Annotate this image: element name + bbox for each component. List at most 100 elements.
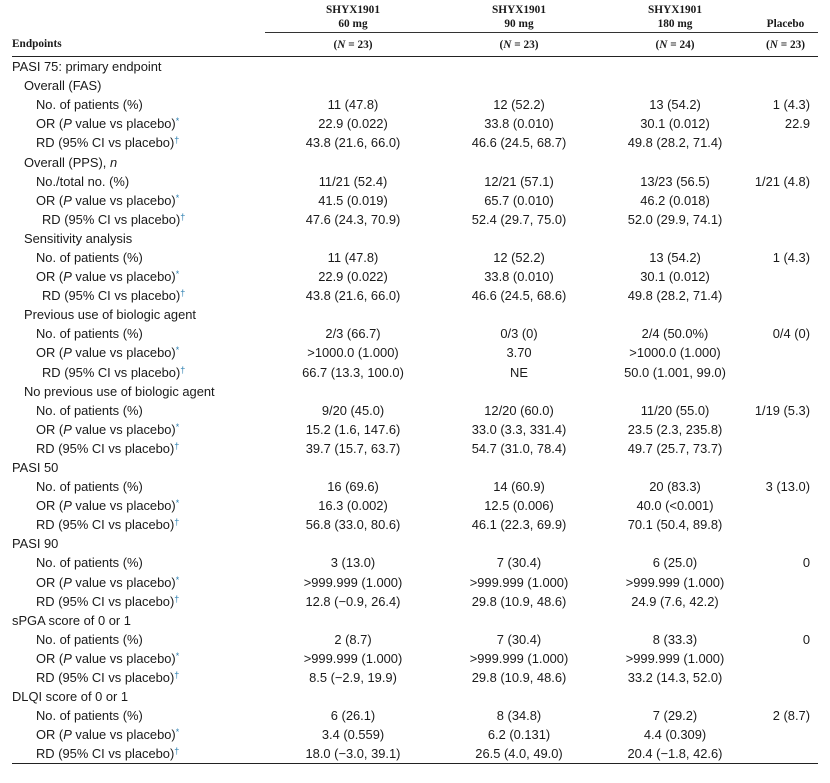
open-paren: ( xyxy=(765,38,770,51)
section-header-row: DLQI score of 0 or 1 xyxy=(12,687,818,706)
table-row: RD (95% CI vs placebo)† 47.6 (24.3, 70.9)… xyxy=(12,210,818,229)
row-label-text: RD (95% CI vs placebo) xyxy=(36,440,175,456)
row-label-text: RD (95% CI vs placebo) xyxy=(42,364,181,380)
table-row: No. of patients (%) 3 (13.0) 7 (30.4) 6 (25… xyxy=(12,553,818,572)
table-cell: 66.7 (13.3, 100.0) xyxy=(302,364,404,380)
row-label: OR (P value vs placebo)* xyxy=(12,420,265,439)
row-label: OR (P value vs placebo)* xyxy=(12,496,265,515)
row-label: OR (P value vs placebo)* xyxy=(12,191,265,210)
row-label: No previous use of biologic agent xyxy=(24,383,215,399)
row-label-text: OR (P value vs placebo) xyxy=(36,116,176,132)
table-cell xyxy=(597,687,753,706)
column-group-name: Placebo xyxy=(766,18,805,30)
table-cell xyxy=(753,420,818,439)
row-label-text: OR (P value vs placebo) xyxy=(36,345,176,361)
row-label: OR (P value vs placebo)* xyxy=(12,267,265,286)
table-cell xyxy=(597,382,753,401)
row-label-text: RD (95% CI vs placebo) xyxy=(36,593,175,609)
table-cell xyxy=(441,687,597,706)
row-label-text: OR (P value vs placebo) xyxy=(36,650,176,666)
table-cell xyxy=(597,534,753,553)
table-row: No./total no. (%) 11/21 (52.4) 12/21 (57.1… xyxy=(12,172,818,191)
column-group-60mg: SHYX1901 60 mg xyxy=(265,0,441,33)
row-label: Sensitivity analysis xyxy=(24,230,133,246)
row-label-text: RD (95% CI vs placebo) xyxy=(36,670,175,686)
table-cell: 0/4 (0) xyxy=(772,326,810,342)
row-label-text: RD (95% CI vs placebo) xyxy=(36,517,175,533)
table-cell: >1000.0 (1.000) xyxy=(629,345,721,361)
table-row: No. of patients (%) 2/3 (66.7) 0/3 (0) 2/4 … xyxy=(12,324,818,343)
table-cell: 1/19 (5.3) xyxy=(754,402,810,418)
row-label: OR (P value vs placebo)* xyxy=(12,573,265,592)
column-group-dose: 90 mg xyxy=(504,18,534,30)
table-cell: 12/20 (60.0) xyxy=(484,402,554,418)
n-count-placebo: (N = 23) xyxy=(753,33,818,57)
table-cell xyxy=(265,382,441,401)
table-row: No. of patients (%) 16 (69.6) 14 (60.9) 20 … xyxy=(12,477,818,496)
table-row: OR (P value vs placebo)* >999.999 (1.000)… xyxy=(12,573,818,592)
table-row: OR (P value vs placebo)* 22.9 (0.022) 33.8… xyxy=(12,114,818,133)
row-label: No./total no. (%) xyxy=(36,173,130,189)
asterisk-footnote-mark: * xyxy=(175,345,180,356)
table-cell xyxy=(265,152,441,171)
section-header-row: sPGA score of 0 or 1 xyxy=(12,611,818,630)
row-label-text: OR (P value vs placebo) xyxy=(36,192,176,208)
table-cell xyxy=(753,458,818,477)
table-cell xyxy=(753,744,818,764)
table-cell: 12 (52.2) xyxy=(493,249,545,265)
row-label: RD (95% CI vs placebo)† xyxy=(12,668,265,687)
asterisk-footnote-mark: * xyxy=(175,574,180,585)
table-cell: 11 (47.8) xyxy=(327,249,379,265)
table-cell: 46.6 (24.5, 68.6) xyxy=(471,288,567,304)
n-label: N xyxy=(769,38,778,51)
row-label-text: RD (95% CI vs placebo) xyxy=(42,288,181,304)
table-cell xyxy=(753,439,818,458)
section-header-row: PASI 75: primary endpoint xyxy=(12,57,818,77)
table-cell: >999.999 (1.000) xyxy=(469,650,569,666)
row-label: OR (P value vs placebo)* xyxy=(12,725,265,744)
table-cell: 7 (30.4) xyxy=(496,631,542,647)
table-cell: 15.2 (1.6, 147.6) xyxy=(305,421,401,437)
table-cell: 16.3 (0.002) xyxy=(318,498,388,514)
table-cell: 52.4 (29.7, 75.0) xyxy=(471,211,567,227)
table-cell xyxy=(265,458,441,477)
dagger-footnote-mark: † xyxy=(180,364,186,375)
table-cell: 46.1 (22.3, 69.9) xyxy=(471,517,567,533)
row-label: PASI 75: primary endpoint xyxy=(12,59,162,75)
section-header-row: PASI 50 xyxy=(12,458,818,477)
table-cell: >999.999 (1.000) xyxy=(625,574,725,590)
row-label: No. of patients (%) xyxy=(36,326,143,342)
subsection-header-row: Overall (FAS) xyxy=(12,76,818,95)
table-cell xyxy=(441,458,597,477)
row-label: No. of patients (%) xyxy=(36,479,143,495)
row-label: RD (95% CI vs placebo)† xyxy=(12,363,265,382)
row-label: DLQI score of 0 or 1 xyxy=(12,689,129,705)
table-cell: 18.0 (−3.0, 39.1) xyxy=(305,746,401,762)
table-cell xyxy=(597,57,753,77)
table-cell xyxy=(753,573,818,592)
row-label: OR (P value vs placebo)* xyxy=(12,649,265,668)
table-header: SHYX1901 60 mg SHYX1901 90 mg SHYX1901 1… xyxy=(12,0,818,57)
dagger-footnote-mark: † xyxy=(174,746,180,757)
asterisk-footnote-mark: * xyxy=(175,269,180,280)
open-paren: ( xyxy=(499,38,504,51)
table-cell: 54.7 (31.0, 78.4) xyxy=(471,440,567,456)
table-cell xyxy=(597,76,753,95)
table-cell xyxy=(753,267,818,286)
column-group-dose: 180 mg xyxy=(657,18,693,30)
table-cell: >1000.0 (1.000) xyxy=(307,345,399,361)
row-label: Previous use of biologic agent xyxy=(24,307,196,323)
asterisk-footnote-mark: * xyxy=(175,116,180,127)
table-cell: 13 (54.2) xyxy=(649,249,701,265)
table-cell: 1/21 (4.8) xyxy=(754,173,810,189)
table-cell: 11/20 (55.0) xyxy=(640,402,710,418)
n-value: = 23) xyxy=(514,38,539,51)
table-cell: 13 (54.2) xyxy=(649,97,701,113)
asterisk-footnote-mark: * xyxy=(175,650,180,661)
table-cell: 3.4 (0.559) xyxy=(321,727,385,743)
row-label: OR (P value vs placebo)* xyxy=(12,343,265,362)
asterisk-footnote-mark: * xyxy=(175,192,180,203)
row-label: No. of patients (%) xyxy=(36,402,143,418)
table-row: OR (P value vs placebo)* >999.999 (1.000)… xyxy=(12,649,818,668)
table-cell: 26.5 (4.0, 49.0) xyxy=(475,746,563,762)
